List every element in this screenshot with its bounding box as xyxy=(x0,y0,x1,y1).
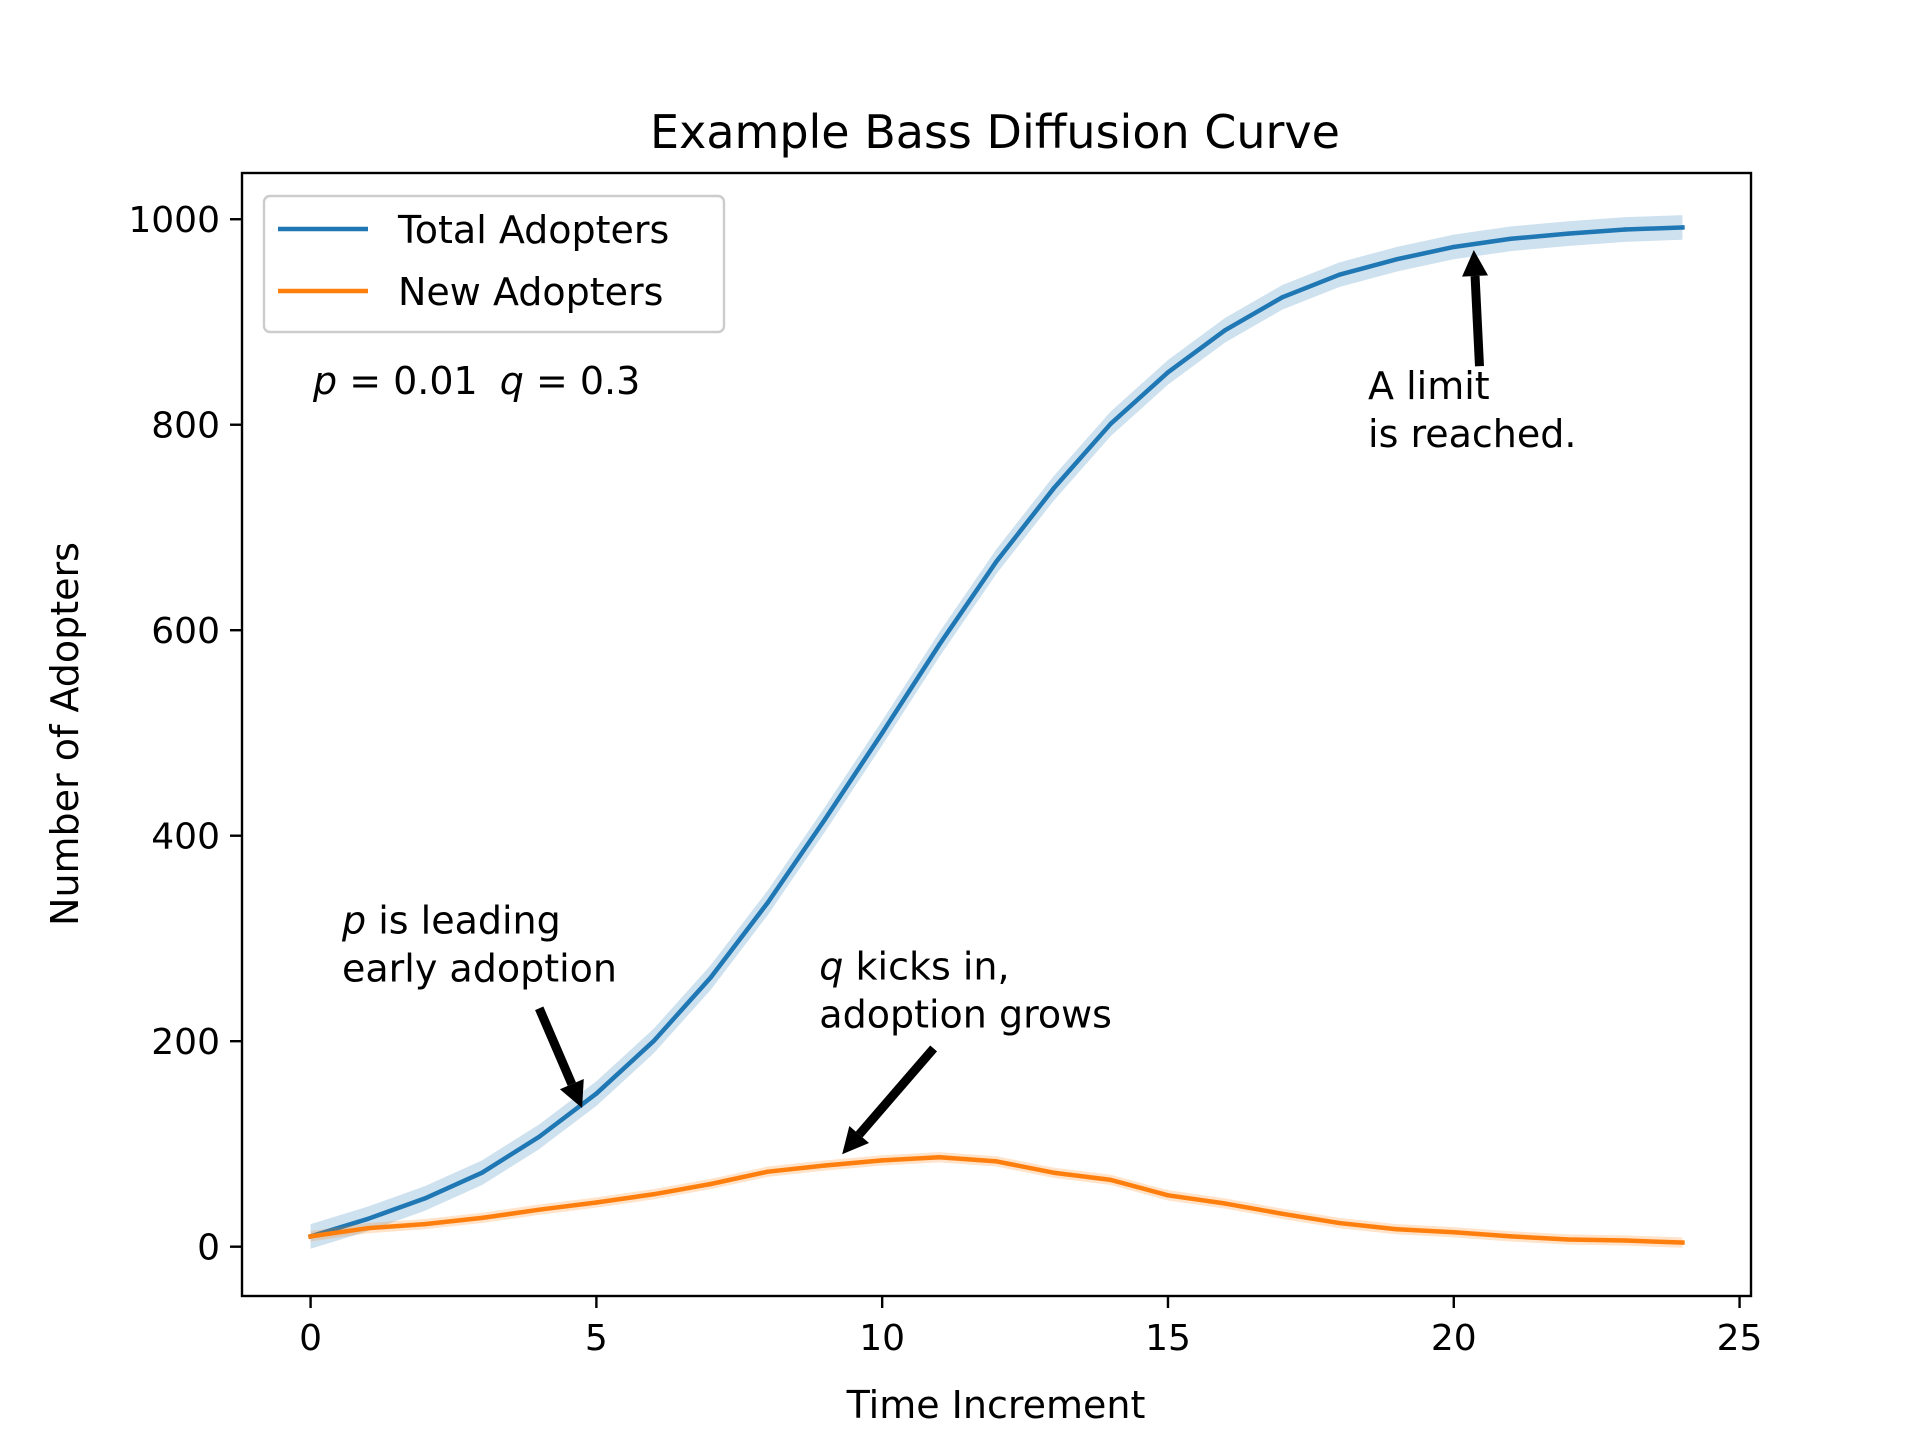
data-point-total-adopters xyxy=(1680,225,1685,230)
data-point-new-adopters xyxy=(479,1215,485,1221)
legend-label-total-adopters: Total Adopters xyxy=(397,208,669,252)
plot-frame xyxy=(240,171,1753,1298)
data-point-total-adopters xyxy=(1508,236,1514,241)
data-point-new-adopters xyxy=(1680,1240,1685,1245)
data-point-total-adopters xyxy=(1280,295,1285,300)
annotation-arrow-shaft xyxy=(535,1006,576,1086)
data-point-new-adopters xyxy=(822,1163,828,1168)
data-point-new-adopters xyxy=(1508,1234,1514,1239)
annotation-text-rest: A limit xyxy=(1368,364,1490,408)
data-point-total-adopters xyxy=(1051,486,1056,491)
params-annotation: p = 0.01 q = 0.3 xyxy=(312,359,640,403)
annotation-q-kicks: q kicks in,adoption grows xyxy=(819,945,1112,1155)
data-point-new-adopters xyxy=(1051,1170,1056,1175)
data-point-new-adopters xyxy=(1222,1201,1228,1206)
data-point-total-adopters xyxy=(365,1216,370,1222)
data-point-total-adopters xyxy=(651,1038,656,1044)
data-point-total-adopters xyxy=(1337,272,1342,277)
annotation-text-rest: kicks in, xyxy=(843,945,1009,989)
data-point-new-adopters xyxy=(1623,1238,1628,1243)
annotation-italic-symbol: p xyxy=(341,898,366,942)
y-axis: 0 200 400 600 800 1000 xyxy=(128,200,242,1269)
data-point-new-adopters xyxy=(1108,1177,1114,1183)
y-tick-label: 600 xyxy=(151,611,220,652)
y-tick-label: 0 xyxy=(197,1228,220,1269)
legend: Total Adopters New Adopters xyxy=(262,194,726,334)
annotation-text-line1: A limit xyxy=(1368,364,1490,408)
annotation-text-line1: q kicks in, xyxy=(819,945,1009,989)
annotation-arrow-head xyxy=(559,1078,584,1108)
y-tick-label: 200 xyxy=(151,1022,220,1063)
data-point-new-adopters xyxy=(422,1221,428,1227)
data-point-total-adopters xyxy=(537,1134,542,1139)
annotation-italic-symbol: q xyxy=(819,945,843,989)
annotation-text-rest: is leading xyxy=(366,898,561,942)
chart-title: Example Bass Diffusion Curve xyxy=(650,105,1340,159)
legend-box xyxy=(262,194,726,334)
data-point-total-adopters xyxy=(1565,231,1571,236)
data-point-total-adopters xyxy=(1222,327,1228,333)
annotation-arrow-head xyxy=(1462,250,1489,277)
data-point-total-adopters xyxy=(765,900,771,905)
q-symbol: q xyxy=(500,359,524,403)
annotation-arrow-shaft xyxy=(855,1045,938,1138)
data-point-new-adopters xyxy=(1565,1237,1571,1242)
data-point-new-adopters xyxy=(1165,1193,1171,1198)
data-point-total-adopters xyxy=(422,1196,428,1201)
x-tick-label: 25 xyxy=(1717,1318,1763,1359)
data-point-new-adopters xyxy=(308,1234,313,1239)
q-value: = 0.3 xyxy=(524,359,640,403)
data-point-new-adopters xyxy=(765,1169,771,1174)
data-point-new-adopters xyxy=(1280,1211,1285,1217)
annotation-text-line1: p is leading xyxy=(341,898,561,942)
data-point-new-adopters xyxy=(365,1225,370,1231)
annotation-text-line2: is reached. xyxy=(1368,412,1576,456)
data-point-total-adopters xyxy=(822,817,828,822)
annotation-arrow-head xyxy=(842,1126,870,1155)
data-point-new-adopters xyxy=(651,1192,656,1197)
data-point-total-adopters xyxy=(1623,227,1628,232)
annotation-arrow-shaft xyxy=(1470,275,1484,367)
data-point-total-adopters xyxy=(1165,370,1171,375)
data-point-new-adopters xyxy=(994,1159,999,1164)
data-point-total-adopters xyxy=(1394,257,1399,262)
data-point-total-adopters xyxy=(994,559,999,564)
data-point-new-adopters xyxy=(1337,1220,1342,1226)
annotation-text-line2: adoption grows xyxy=(819,993,1112,1037)
x-axis-label: Time Increment xyxy=(846,1383,1146,1427)
data-point-total-adopters xyxy=(708,975,713,980)
x-axis: 0 5 10 15 20 25 xyxy=(299,1296,1762,1359)
data-point-total-adopters xyxy=(879,730,885,736)
x-tick-label: 20 xyxy=(1431,1318,1477,1359)
data-point-total-adopters xyxy=(594,1091,599,1096)
y-tick-label: 1000 xyxy=(128,200,220,241)
y-tick-label: 400 xyxy=(151,817,220,858)
x-tick-label: 15 xyxy=(1145,1318,1191,1359)
series-layer xyxy=(307,215,1685,1249)
data-point-new-adopters xyxy=(937,1155,942,1160)
data-point-total-adopters xyxy=(1108,421,1114,426)
data-point-total-adopters xyxy=(1451,244,1456,250)
x-tick-label: 0 xyxy=(299,1318,322,1359)
y-tick-label: 800 xyxy=(151,406,220,447)
legend-label-new-adopters: New Adopters xyxy=(398,270,663,314)
p-value: = 0.01 xyxy=(337,359,478,403)
x-tick-label: 10 xyxy=(859,1318,905,1359)
data-point-total-adopters xyxy=(937,642,942,647)
data-point-new-adopters xyxy=(1451,1230,1456,1235)
data-point-new-adopters xyxy=(537,1207,542,1212)
data-point-new-adopters xyxy=(708,1181,713,1187)
x-tick-label: 5 xyxy=(585,1318,608,1359)
data-point-total-adopters xyxy=(479,1170,485,1175)
data-point-new-adopters xyxy=(879,1158,885,1163)
annotation-text-line2: early adoption xyxy=(342,946,617,990)
y-axis-label: Number of Adopters xyxy=(43,542,87,926)
data-point-new-adopters xyxy=(594,1200,599,1205)
data-point-new-adopters xyxy=(1394,1227,1399,1232)
p-symbol: p xyxy=(312,359,337,403)
